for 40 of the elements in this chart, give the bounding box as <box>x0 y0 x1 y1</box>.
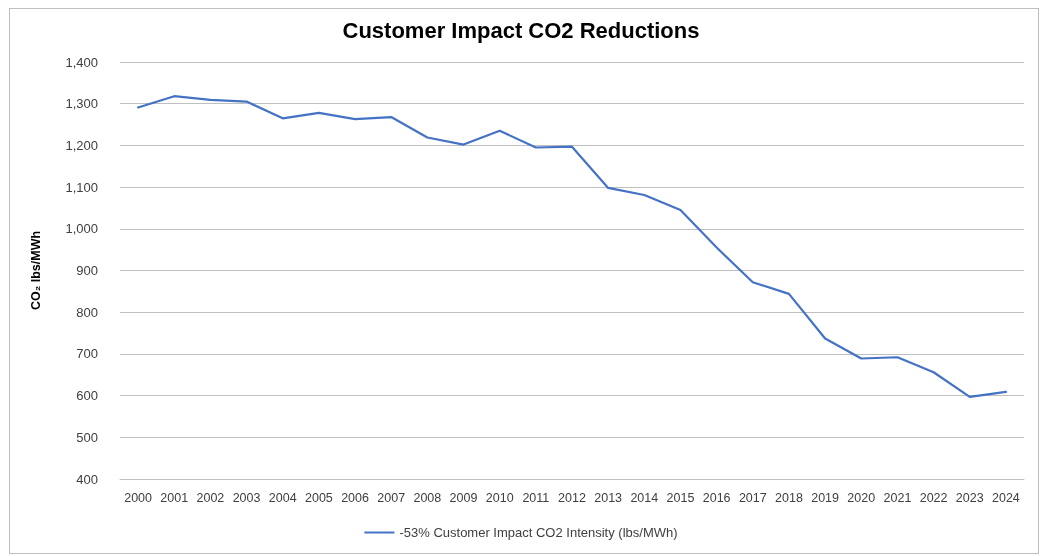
x-tick-label: 2001 <box>160 490 189 505</box>
y-tick-label: 700 <box>76 346 98 362</box>
y-tick-label: 800 <box>76 304 98 320</box>
y-tick-label: 1,400 <box>65 54 98 70</box>
x-tick-label: 2009 <box>449 490 478 505</box>
x-tick-label: 2014 <box>630 490 659 505</box>
x-tick-label: 2005 <box>304 490 333 505</box>
x-tick-label: 2004 <box>268 490 297 505</box>
x-tick-label: 2000 <box>124 490 153 505</box>
legend-label: -53% Customer Impact CO2 Intensity (lbs/MWh) <box>399 525 678 540</box>
x-tick-label: 2015 <box>666 490 695 505</box>
x-tick-label: 2024 <box>992 490 1020 505</box>
y-tick-label: 600 <box>76 388 98 404</box>
x-tick-label: 2021 <box>883 490 912 505</box>
x-tick-label: 2023 <box>955 490 984 505</box>
y-tick-label: 900 <box>76 263 98 278</box>
chart-title: Customer Impact CO2 Reductions <box>342 17 700 43</box>
y-tick-label: 1,000 <box>65 221 98 237</box>
x-tick-label: 2013 <box>594 490 623 505</box>
y-tick-label: 1,300 <box>65 96 98 112</box>
y-tick-label: 400 <box>76 471 98 487</box>
x-tick-label: 2016 <box>702 490 731 505</box>
x-tick-label: 2019 <box>811 490 840 505</box>
x-tick-label: 2002 <box>196 490 225 505</box>
x-tick-label: 2017 <box>738 490 767 505</box>
x-tick-label: 2010 <box>485 490 514 505</box>
x-tick-label: 2018 <box>775 490 803 505</box>
y-tick-label: 1,200 <box>65 137 98 153</box>
x-tick-label: 2020 <box>847 490 876 505</box>
line-series <box>136 95 1008 398</box>
y-axis-title: CO₂ lbs/MWh <box>28 230 43 311</box>
x-tick-label: 2012 <box>558 490 586 505</box>
y-tick-label: 1,100 <box>65 179 98 195</box>
x-tick-label: 2011 <box>522 490 550 505</box>
x-tick-label: 2003 <box>232 490 261 505</box>
x-tick-label: 2006 <box>341 490 369 505</box>
x-tick-label: 2008 <box>413 490 442 505</box>
x-tick-label: 2007 <box>377 490 406 505</box>
x-tick-label: 2022 <box>919 490 948 505</box>
y-tick-label: 500 <box>76 429 98 445</box>
